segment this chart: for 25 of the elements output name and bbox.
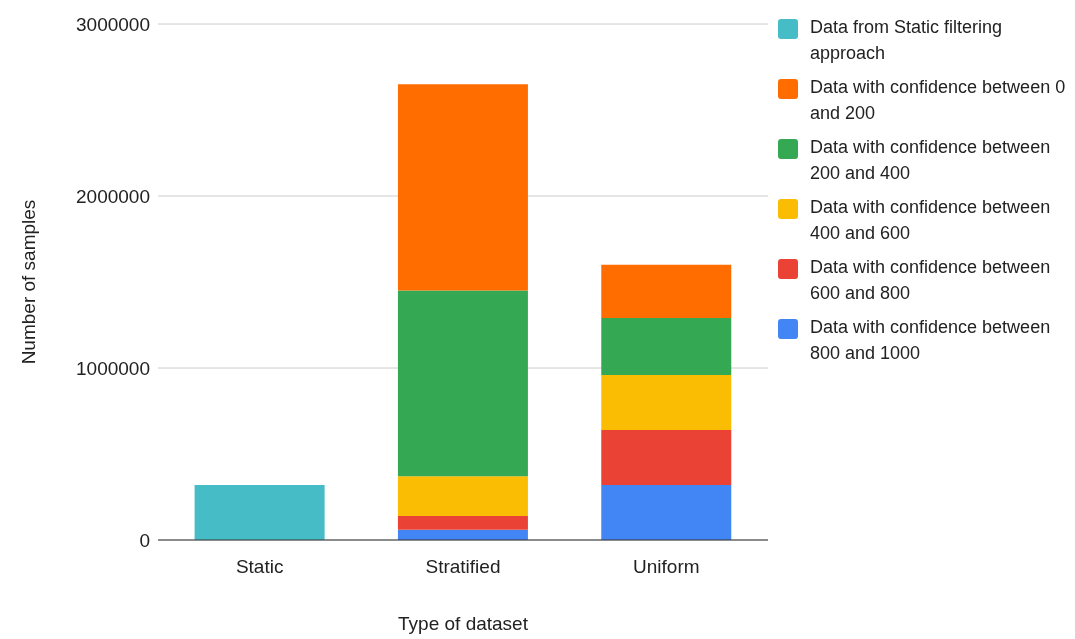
bar <box>397 84 528 291</box>
y-tick-label: 3000000 <box>76 13 150 35</box>
x-tick-label: Uniform <box>633 556 700 578</box>
bar <box>397 515 528 530</box>
x-axis-title: Type of dataset <box>398 613 529 634</box>
bar <box>194 484 325 540</box>
y-tick-label: 1000000 <box>76 357 150 379</box>
legend-label: Data from Static filtering approach <box>810 16 1004 65</box>
y-tick-label: 0 <box>139 529 150 551</box>
legend-label: Data with confidence between 600 and 800 <box>810 256 1052 305</box>
bar <box>397 290 528 477</box>
legend-label: Data with confidence between 200 and 400 <box>810 136 1052 185</box>
bar <box>601 484 732 540</box>
legend-label: Data with confidence between 800 and 1000 <box>810 316 1052 365</box>
y-axis-title: Number of samples <box>17 199 39 365</box>
x-tick-label: Static <box>235 556 284 578</box>
bar <box>397 476 528 516</box>
x-tick-label: Stratified <box>425 556 501 578</box>
bar <box>601 318 732 375</box>
bar <box>601 374 732 430</box>
legend-label: Data with confidence between 400 and 600 <box>810 196 1052 245</box>
legend-label: Data with confidence between 0 and 200 <box>810 76 1067 125</box>
bar <box>601 264 732 319</box>
y-tick-label: 2000000 <box>76 185 150 207</box>
bar <box>601 429 732 485</box>
